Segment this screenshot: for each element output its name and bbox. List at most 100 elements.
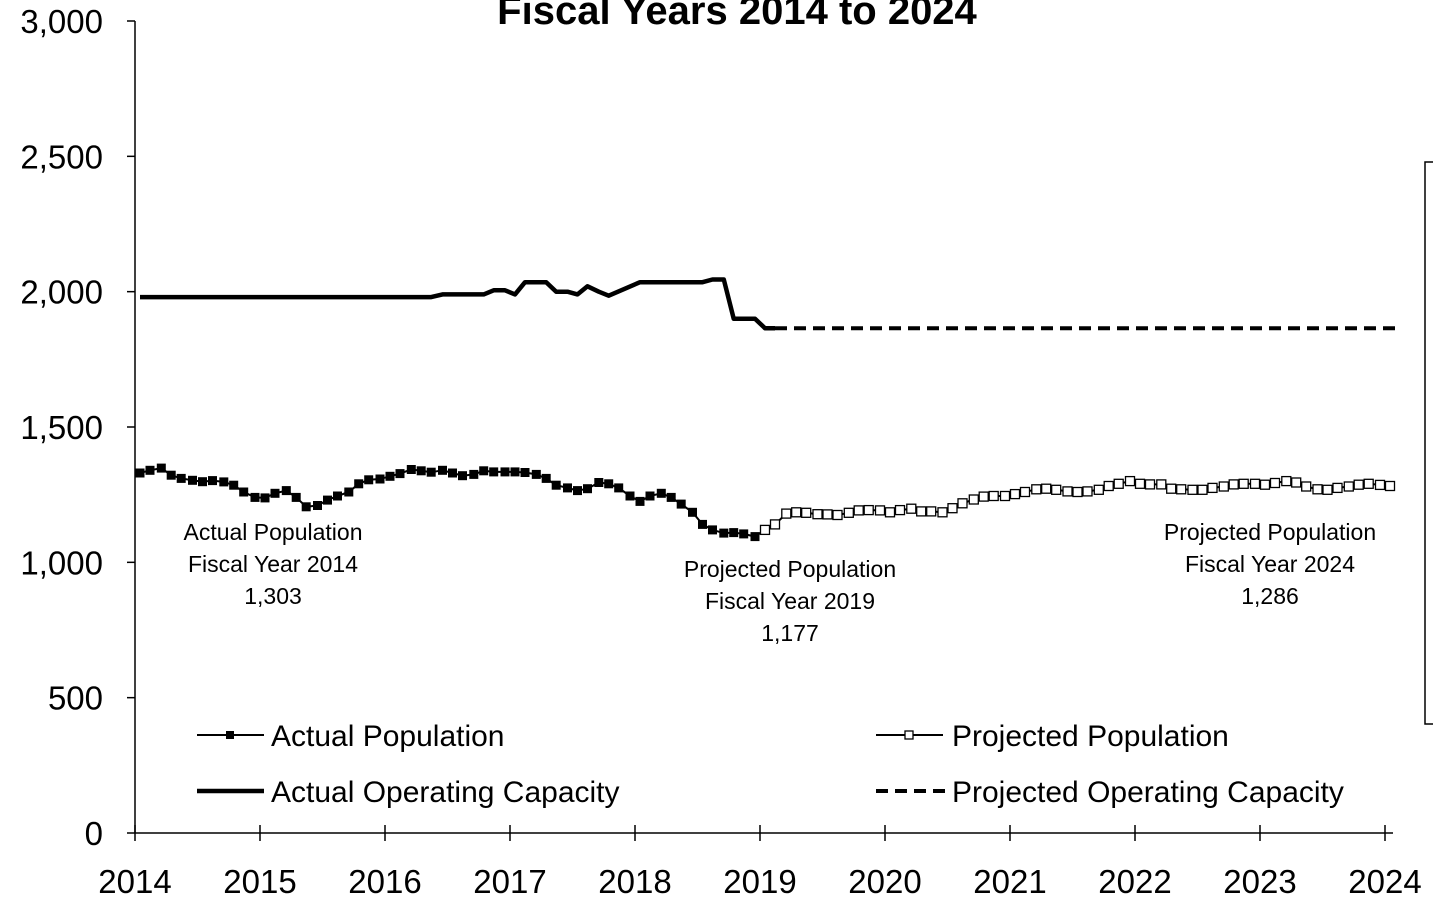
point-projected-population-12 (884, 507, 896, 518)
x-tick-label-2024: 2024 (1348, 863, 1421, 896)
point-actual-population-32 (469, 469, 479, 479)
point-actual-population-47 (625, 491, 635, 501)
point-actual-population-4 (176, 473, 186, 483)
point-actual-population-17 (313, 501, 322, 510)
point-projected-population-49 (1269, 477, 1281, 489)
point-actual-population-44 (594, 478, 604, 487)
point-projected-population-48 (1259, 479, 1271, 490)
point-actual-population-7 (208, 476, 217, 486)
point-actual-population-37 (520, 468, 530, 477)
legend-item-projected-operating-capacity: Projected Operating Capacity (876, 776, 1344, 809)
point-projected-population-43 (1207, 482, 1218, 494)
point-projected-population-4 (801, 507, 812, 518)
x-tick-label-2021: 2021 (973, 863, 1046, 896)
annotation-p2024-line-0: Projected Population (1164, 519, 1376, 545)
point-projected-population-33 (1103, 480, 1114, 492)
point-actual-population-46 (614, 483, 624, 493)
legend-item-projected-population: Projected Population (876, 720, 1229, 753)
legend-marker-projected-population (904, 730, 914, 740)
point-actual-population-0 (135, 468, 145, 478)
point-actual-population-21 (354, 479, 364, 489)
x-tick-label-2022: 2022 (1098, 863, 1171, 896)
annotation-p2024-line-1: Fiscal Year 2024 (1185, 551, 1355, 577)
x-tick-label-2017: 2017 (473, 863, 546, 896)
point-actual-population-2 (156, 463, 166, 473)
y-tick-label-1500: 1,500 (20, 409, 103, 446)
point-projected-population-35 (1124, 475, 1136, 487)
point-projected-population-57 (1353, 479, 1364, 490)
annotation-a2014-line-1: Fiscal Year 2014 (188, 551, 358, 577)
point-projected-population-54 (1322, 484, 1333, 495)
point-actual-population-20 (344, 487, 354, 497)
point-projected-population-18 (947, 503, 958, 514)
annotation-p2019: Projected Population Fiscal Year 2019 1,17… (684, 556, 896, 646)
point-projected-population-37 (1144, 479, 1156, 490)
point-projected-population-15 (916, 506, 927, 517)
point-projected-population-41 (1187, 484, 1198, 495)
point-actual-population-38 (531, 469, 541, 479)
y-tick-label-500: 500 (48, 680, 103, 717)
point-projected-population-56 (1343, 481, 1354, 492)
point-projected-population-3 (791, 507, 802, 518)
point-actual-population-34 (489, 467, 499, 477)
point-projected-population-38 (1156, 479, 1167, 490)
series-line-actual-operating-capacity (140, 277, 775, 331)
axes-group: 0 500 1,000 1,500 2,000 2,500 3,000 2014 2015 201… (20, 3, 1421, 900)
point-actual-population-56 (719, 528, 729, 538)
point-projected-population-47 (1249, 478, 1261, 489)
point-actual-population-40 (551, 480, 561, 490)
point-actual-population-12 (260, 493, 270, 503)
y-tick-label-1000: 1,000 (20, 544, 103, 581)
x-tick-label-2015: 2015 (223, 863, 296, 896)
legend-label-actual-population: Actual Population (271, 720, 505, 753)
point-actual-population-22 (364, 475, 374, 485)
point-actual-population-57 (729, 528, 739, 538)
x-tick-label-2019: 2019 (723, 863, 796, 896)
chart-title: Fiscal Years 2014 to 2024 (497, 0, 977, 33)
point-actual-population-30 (448, 468, 457, 478)
point-projected-population-22 (988, 490, 999, 502)
point-projected-population-39 (1166, 483, 1177, 494)
legend-item-actual-operating-capacity: Actual Operating Capacity (197, 776, 620, 809)
point-projected-population-6 (822, 509, 833, 520)
point-actual-population-6 (198, 477, 207, 487)
point-projected-population-27 (1041, 483, 1052, 494)
point-actual-population-13 (270, 488, 280, 498)
x-tick-label-2020: 2020 (848, 863, 921, 896)
point-actual-population-8 (219, 477, 229, 487)
point-projected-population-20 (968, 494, 979, 505)
plot-area (135, 277, 1398, 542)
point-projected-population-24 (1009, 488, 1021, 500)
point-projected-population-55 (1332, 482, 1343, 494)
point-projected-population-7 (832, 509, 843, 521)
point-actual-population-10 (239, 487, 249, 497)
point-projected-population-32 (1093, 484, 1104, 495)
point-projected-population-53 (1312, 484, 1323, 495)
point-projected-population-51 (1291, 477, 1302, 488)
point-actual-population-1 (145, 465, 155, 475)
point-projected-population-14 (906, 503, 917, 514)
point-actual-population-33 (479, 466, 489, 476)
point-projected-population-2 (781, 508, 792, 519)
legend: Actual Population Projected Population A… (197, 720, 1344, 809)
point-actual-population-23 (375, 474, 385, 484)
point-actual-population-9 (229, 480, 239, 490)
point-projected-population-34 (1113, 478, 1124, 489)
legend-label-projected-population: Projected Population (952, 720, 1229, 753)
point-actual-population-15 (291, 492, 301, 502)
annotation-p2019-line-1: Fiscal Year 2019 (705, 588, 875, 614)
point-projected-population-59 (1374, 479, 1386, 491)
point-projected-population-52 (1301, 481, 1312, 492)
point-actual-population-5 (188, 475, 197, 485)
point-projected-population-26 (1031, 484, 1042, 495)
point-actual-population-3 (166, 470, 176, 480)
x-tick-label-2014: 2014 (98, 863, 171, 896)
point-actual-population-50 (656, 488, 666, 498)
point-actual-population-39 (541, 473, 551, 483)
point-projected-population-45 (1228, 479, 1239, 490)
point-actual-population-36 (510, 467, 520, 477)
point-actual-population-48 (635, 496, 645, 506)
